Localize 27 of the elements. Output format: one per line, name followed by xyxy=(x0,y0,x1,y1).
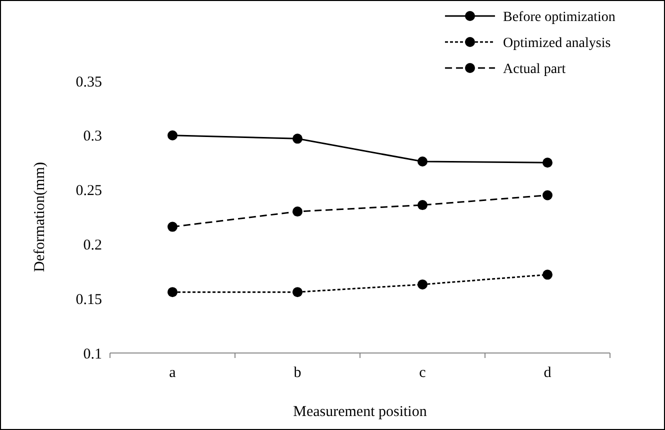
x-tick-label: b xyxy=(294,365,302,381)
x-tick-label: a xyxy=(169,365,176,381)
point xyxy=(542,190,552,200)
y-tick-label: 0.3 xyxy=(83,128,102,145)
point xyxy=(542,158,552,168)
point xyxy=(542,270,552,280)
point xyxy=(168,222,178,232)
legend-label: Optimized analysis xyxy=(503,36,611,51)
point xyxy=(292,206,302,217)
point xyxy=(418,279,428,290)
legend-label: Before optimization xyxy=(503,10,616,25)
point xyxy=(168,287,178,298)
x-axis-title: Measurement position xyxy=(293,404,428,420)
y-tick-label: 0.35 xyxy=(76,74,102,90)
y-axis-title: Deformation(mm) xyxy=(32,162,48,272)
point xyxy=(418,200,428,210)
y-tick-label: 0.15 xyxy=(76,292,102,308)
point xyxy=(168,130,178,140)
x-tick-label: d xyxy=(544,365,552,381)
point xyxy=(292,287,302,298)
point xyxy=(292,134,302,144)
y-tick-label: 0.2 xyxy=(83,237,102,254)
point xyxy=(418,156,428,167)
y-tick-label: 0.1 xyxy=(83,346,102,362)
x-tick-label: c xyxy=(419,365,426,381)
legend-label: Actual part xyxy=(503,62,566,77)
y-tick-label: 0.25 xyxy=(76,183,102,200)
